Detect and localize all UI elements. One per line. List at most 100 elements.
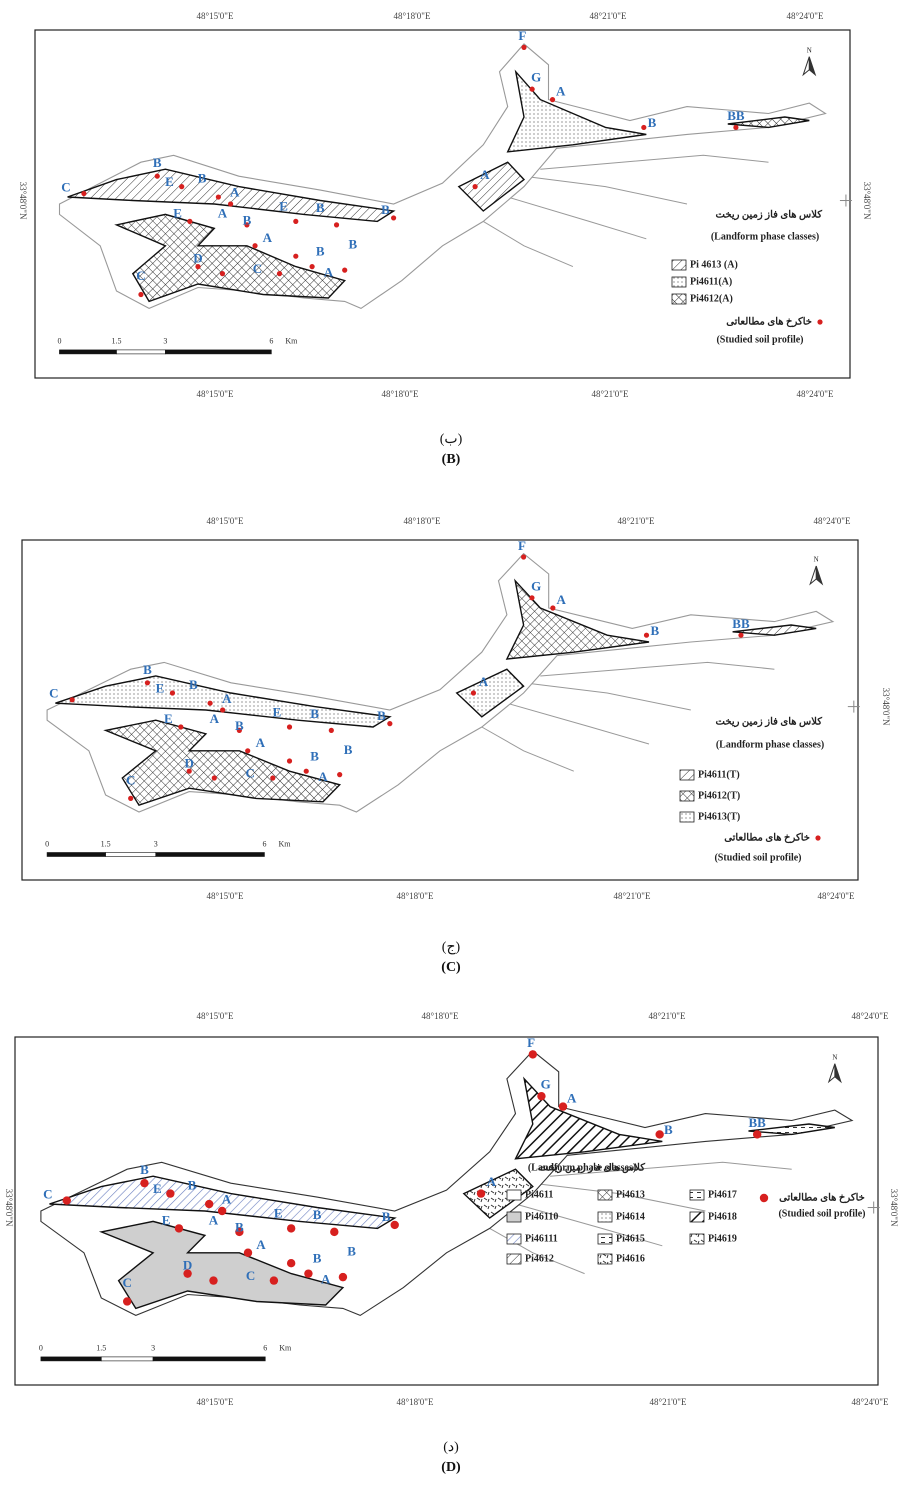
unit-label: C	[246, 766, 255, 781]
legend-profile-dot	[817, 319, 822, 324]
unit-label: B	[377, 708, 386, 723]
soil-profile	[530, 87, 535, 92]
soil-profile	[293, 254, 298, 259]
unit-label: B	[140, 1162, 149, 1177]
unit-label: D	[183, 1258, 192, 1273]
unit-label: B	[243, 212, 252, 227]
soil-profile	[81, 191, 86, 196]
soil-profile	[339, 1273, 347, 1281]
unit-label: E	[274, 1205, 283, 1220]
unit-label: A	[557, 592, 567, 607]
unit-label: A	[318, 769, 328, 784]
unit-label: B	[381, 202, 390, 217]
longitude-label: 48°24'0"E	[787, 11, 824, 21]
legend-swatch	[672, 260, 686, 270]
longitude-label: 48°24'0"E	[797, 389, 834, 399]
unit-label: B	[316, 200, 325, 215]
longitude-label: 48°15'0"E	[197, 1011, 234, 1021]
unit-label: B	[235, 1219, 244, 1234]
unit-label: A	[487, 1174, 497, 1189]
longitude-label: 48°21'0"E	[649, 1011, 686, 1021]
unit-label: E	[164, 711, 173, 726]
unit-label: B	[313, 1251, 322, 1266]
soil-profile	[277, 271, 282, 276]
scale-label: Km	[279, 1344, 292, 1353]
unit-label: A	[556, 84, 566, 99]
unit-label: A	[230, 185, 240, 200]
legend-label: Pi4617	[708, 1189, 737, 1200]
soil-profile	[187, 219, 192, 224]
unit-label: BB	[732, 616, 750, 631]
unit-label: C	[43, 1186, 52, 1201]
longitude-label: 48°24'0"E	[814, 516, 851, 526]
scale-label: Km	[278, 839, 291, 848]
unit-label: B	[651, 623, 660, 638]
soil-profile	[387, 721, 392, 726]
soil-profile	[270, 775, 275, 780]
legend-swatch	[598, 1190, 612, 1200]
unit-label: B	[316, 244, 325, 259]
unit-label: C	[253, 261, 262, 276]
legend-swatch	[690, 1234, 704, 1244]
longitude-label: 48°18'0"E	[394, 11, 431, 21]
legend-swatch	[598, 1212, 612, 1222]
legend-label: Pi4611	[525, 1189, 553, 1200]
longitude-label: 48°24'0"E	[818, 891, 855, 901]
soil-profile	[145, 680, 150, 685]
unit-label: A	[321, 1272, 331, 1287]
soil-profile	[123, 1297, 131, 1305]
unit-label: C	[136, 268, 145, 283]
panel-caption: (ب)	[440, 432, 463, 447]
soil-profile	[342, 268, 347, 273]
soil-profile	[733, 125, 738, 130]
unit-label: A	[256, 735, 266, 750]
soil-profile	[166, 1189, 174, 1197]
legend-profile-dot	[815, 835, 820, 840]
soil-profile	[521, 45, 526, 50]
soil-profile	[529, 595, 534, 600]
unit-label: F	[518, 28, 526, 43]
unit-label: G	[541, 1077, 551, 1092]
scale-label: 1.5	[96, 1344, 106, 1353]
soil-profile	[337, 772, 342, 777]
legend-label: Pi4612(T)	[698, 790, 740, 801]
unit-label: C	[49, 686, 58, 701]
unit-label: A	[222, 1192, 232, 1207]
soil-profile	[287, 1259, 295, 1267]
map-panel: 48°15'0"E48°18'0"E48°21'0"E48°24'0"E48°1…	[22, 516, 891, 901]
soil-profile	[753, 1130, 761, 1138]
legend-title: کلاس های فاز زمین ریخت	[716, 209, 823, 220]
scale-label: 0	[39, 1344, 43, 1353]
soil-profile	[473, 184, 478, 189]
longitude-label: 48°24'0"E	[852, 1397, 889, 1407]
legend-swatch	[690, 1212, 704, 1222]
legend-label: Pi4611(A)	[690, 276, 732, 287]
legend-label: Pi4611(T)	[698, 769, 740, 780]
legend-title: (Landform phase classes)	[711, 231, 819, 242]
unit-label: B	[198, 171, 207, 186]
soil-profile	[287, 758, 292, 763]
scale-label: Km	[285, 337, 298, 346]
north-label: N	[814, 556, 819, 564]
legend-swatch	[507, 1254, 521, 1264]
unit-label: C	[126, 772, 135, 787]
unit-label: B	[189, 677, 198, 692]
soil-profile	[641, 125, 646, 130]
soil-profile	[329, 728, 334, 733]
soil-profile	[155, 174, 160, 179]
legend-swatch	[672, 294, 686, 304]
unit-label: B	[344, 742, 353, 757]
panel-caption: (D)	[441, 1460, 461, 1475]
soil-profile	[245, 748, 250, 753]
legend-label: Pi 4613 (A)	[690, 259, 738, 270]
legend-label: Pi46111	[525, 1233, 558, 1244]
unit-label: F	[518, 538, 526, 553]
unit-label: A	[263, 230, 273, 245]
soil-profile	[304, 769, 309, 774]
longitude-label: 48°15'0"E	[207, 891, 244, 901]
soil-profile	[521, 554, 526, 559]
unit-label: B	[310, 706, 319, 721]
panel-caption: (B)	[442, 452, 461, 467]
map-panel: 48°15'0"E48°18'0"E48°21'0"E48°24'0"E48°1…	[4, 1011, 899, 1407]
longitude-label: 48°15'0"E	[207, 516, 244, 526]
